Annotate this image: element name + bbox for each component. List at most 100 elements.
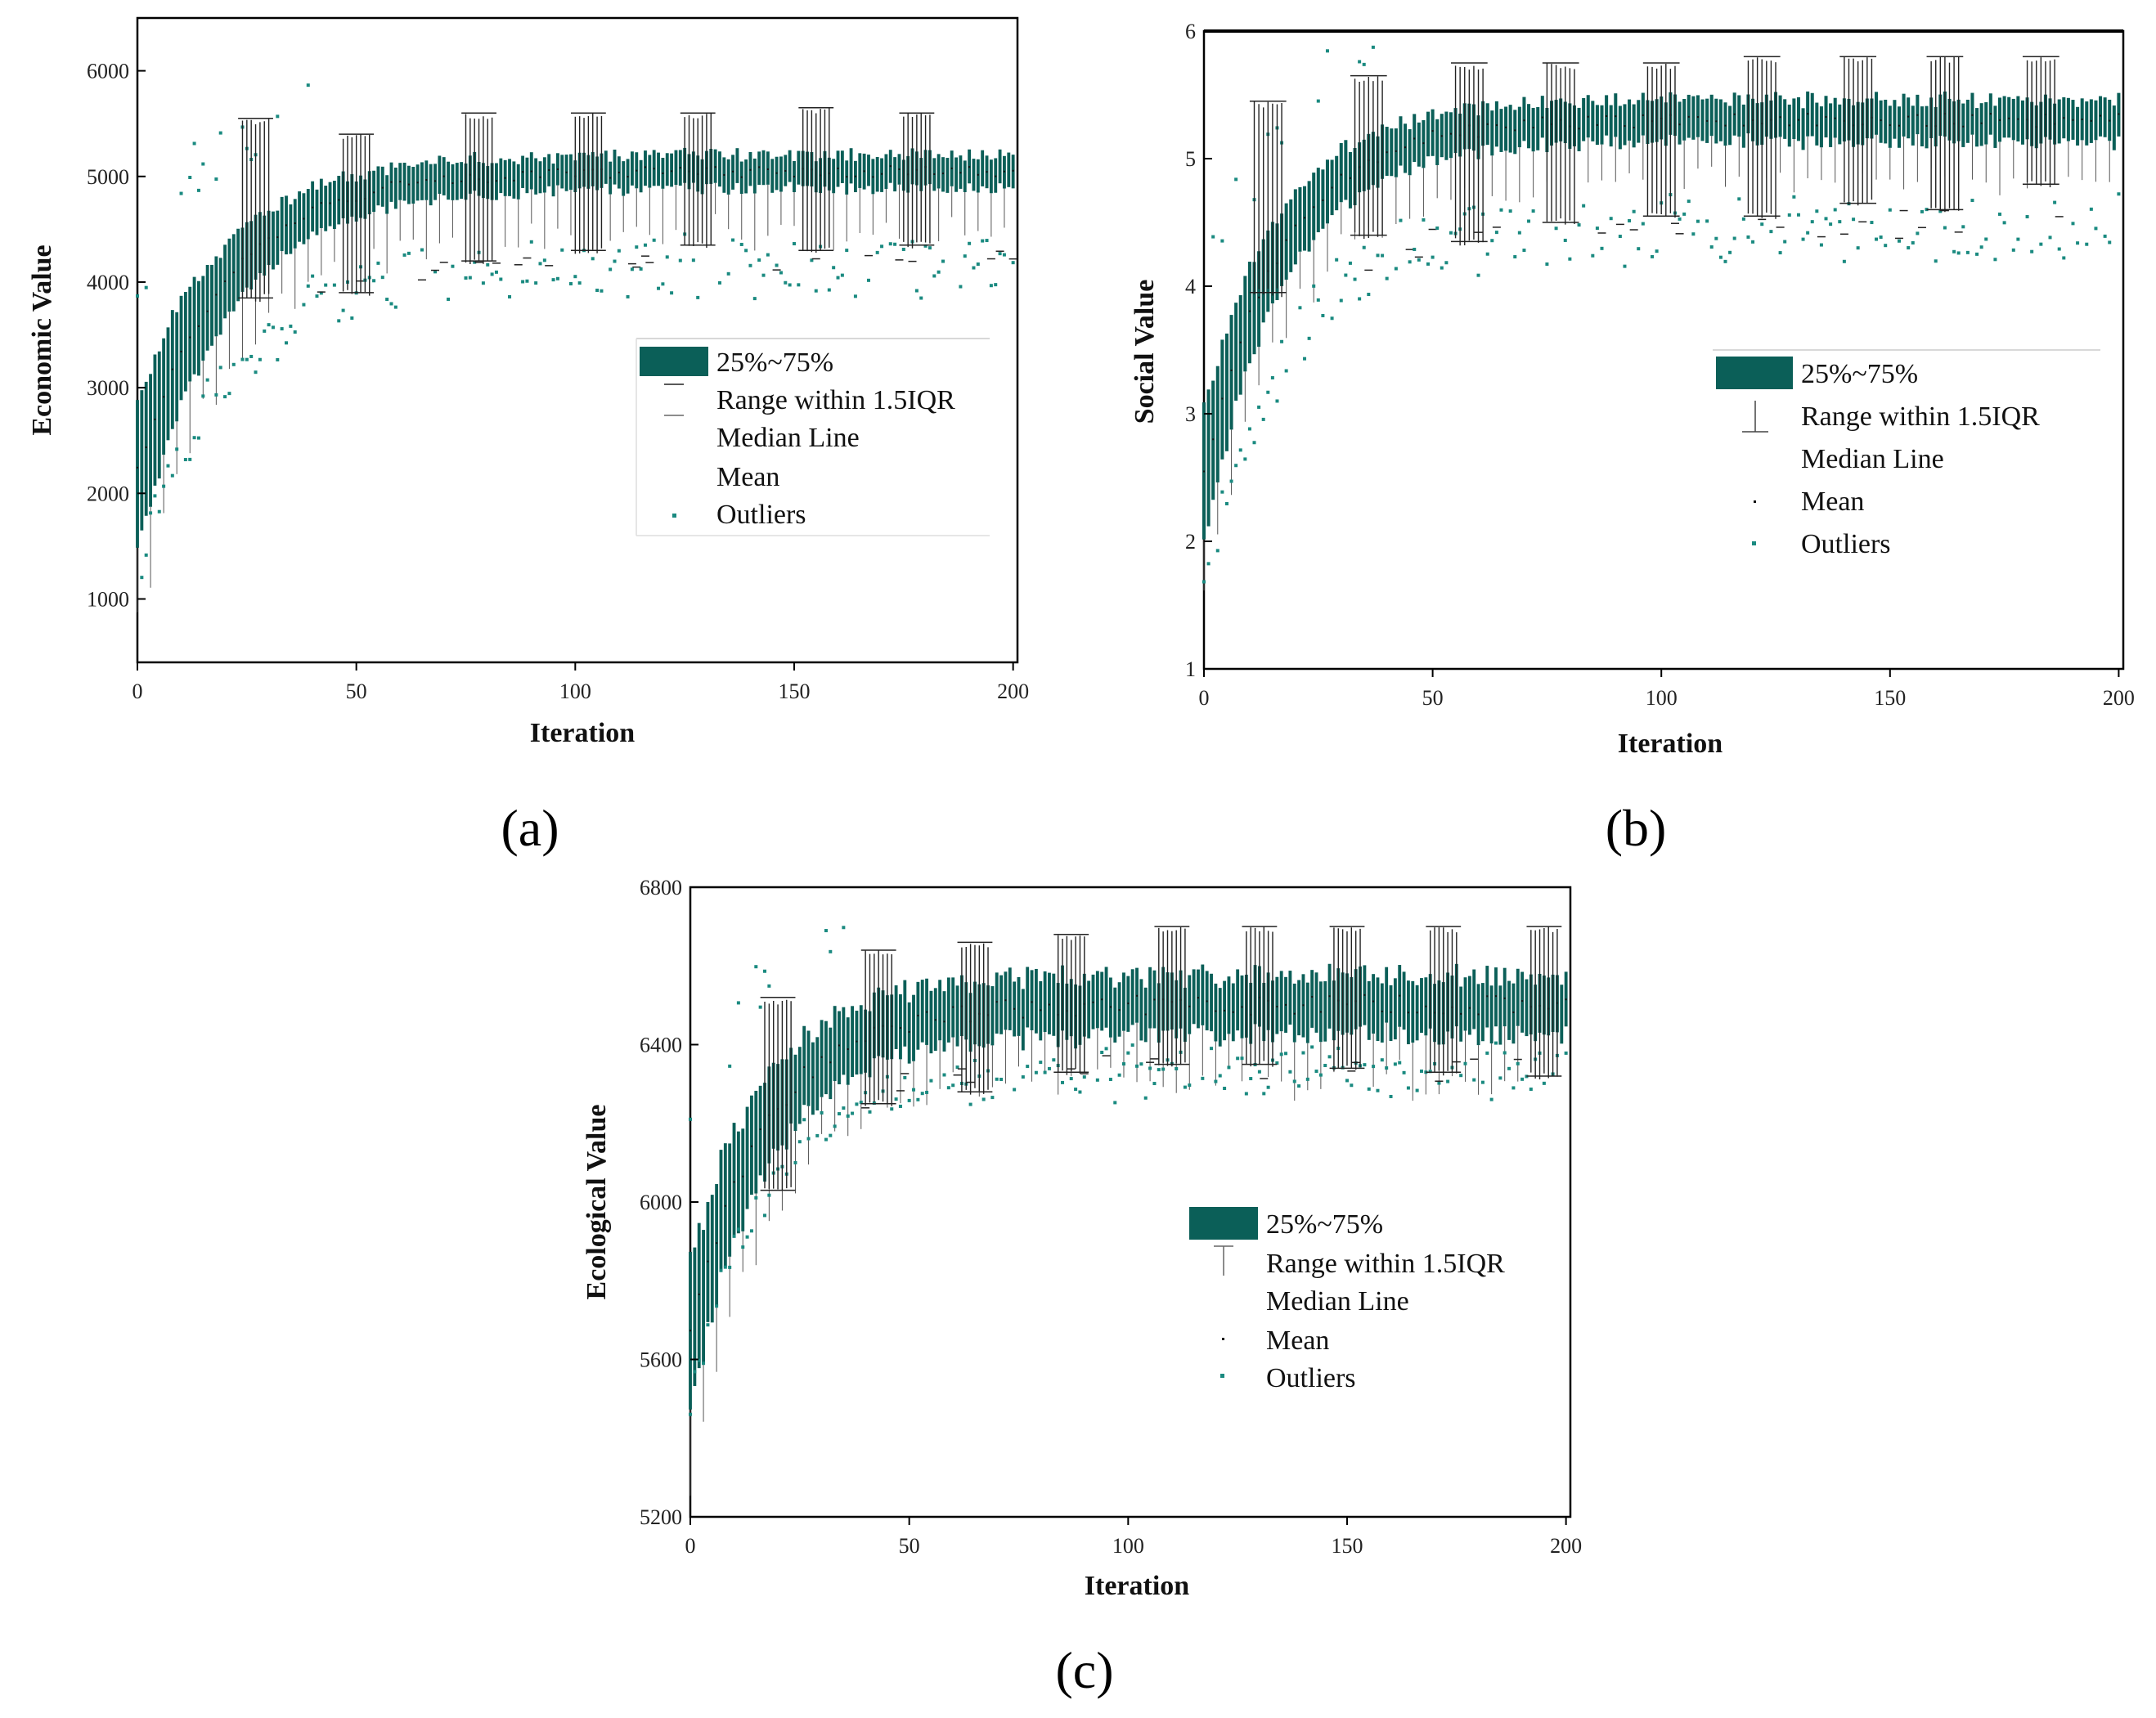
box-iqr [858, 153, 862, 188]
box-iqr [1227, 976, 1231, 1034]
box-iqr [1017, 976, 1021, 1036]
outlier-point [1628, 218, 1632, 222]
box-iqr [1321, 169, 1325, 229]
mean-marker [2081, 118, 2083, 120]
box-iqr [893, 157, 897, 192]
outlier-point [1956, 251, 1961, 255]
box-iqr [761, 150, 766, 186]
outlier-point [833, 1124, 837, 1128]
box-iqr [306, 189, 310, 240]
box-iqr [1700, 99, 1705, 141]
box-iqr [806, 1030, 811, 1106]
outlier-point [451, 264, 455, 268]
box-iqr [1411, 980, 1415, 1043]
mean-marker [1215, 1010, 1217, 1012]
outlier-point [1183, 1085, 1187, 1089]
box-iqr [1335, 155, 1339, 211]
box-iqr [1498, 985, 1502, 1045]
box-iqr [2103, 97, 2107, 137]
outlier-point [998, 252, 1002, 256]
box-iqr [1527, 104, 1531, 149]
outlier-point [832, 266, 836, 270]
box-iqr [508, 159, 511, 196]
panel-label-a: (a) [501, 799, 559, 857]
box-iqr [1420, 978, 1423, 1034]
outlier-point [875, 250, 879, 254]
mean-marker [1999, 119, 2001, 121]
outlier-point [744, 249, 748, 253]
box-iqr [1385, 967, 1389, 1023]
outlier-point [994, 283, 998, 287]
box-iqr [719, 1150, 723, 1272]
mean-marker [1898, 124, 1900, 127]
mean-marker [714, 166, 716, 168]
outlier-point [389, 302, 393, 306]
mean-marker [1724, 124, 1727, 127]
outlier-point [1210, 1047, 1214, 1051]
box-iqr [1252, 262, 1256, 355]
box-iqr [1197, 969, 1200, 1029]
mean-marker [1615, 115, 1617, 118]
box-iqr [1236, 969, 1240, 1031]
mean-marker [609, 177, 612, 179]
legend-outlier-swatch-a [672, 514, 676, 518]
outlier-point [2057, 247, 2061, 251]
outlier-point [1238, 448, 1242, 452]
box-iqr [670, 153, 674, 187]
box-iqr [2020, 100, 2024, 145]
outlier-point [1691, 232, 1696, 236]
outlier-point [1705, 219, 1709, 223]
x-ticks-c: 0 50 100 150 200 [685, 1517, 1582, 1558]
mean-marker [636, 169, 638, 172]
outlier-point [779, 271, 783, 275]
outlier-point [840, 273, 844, 277]
outlier-point [1623, 264, 1627, 268]
outlier-point [613, 259, 617, 263]
box-iqr [144, 381, 148, 516]
outlier-point [754, 1195, 758, 1200]
outlier-point [1480, 1080, 1484, 1084]
box-iqr [1970, 92, 1974, 135]
outlier-point [464, 276, 468, 280]
outlier-point [827, 288, 831, 292]
outlier-point [1284, 369, 1288, 373]
mean-marker [1825, 115, 1827, 118]
mean-marker [1807, 113, 1809, 115]
mean-marker [1460, 1012, 1462, 1015]
outlier-point [689, 1117, 692, 1121]
outlier-point [1039, 1061, 1043, 1065]
outlier-point [1732, 236, 1736, 240]
outlier-point [1220, 490, 1224, 494]
outlier-point [1126, 1051, 1130, 1055]
box-iqr [779, 156, 783, 192]
mean-marker [941, 173, 944, 175]
box-iqr [1879, 100, 1883, 143]
box-iqr [2057, 99, 2061, 144]
outlier-point [1751, 240, 1755, 244]
outlier-point [306, 83, 310, 87]
box-iqr [613, 149, 617, 185]
mean-marker [1048, 1003, 1050, 1006]
mean-marker [1386, 151, 1388, 154]
box-iqr [1525, 979, 1529, 1037]
outlier-point [1318, 1073, 1323, 1077]
outlier-point [893, 242, 897, 246]
outlier-point [1723, 259, 1727, 263]
box-iqr [1472, 969, 1476, 1029]
outlier-point [1095, 1078, 1099, 1082]
box-iqr [907, 1002, 911, 1064]
box-iqr [1206, 389, 1211, 527]
box-iqr [1508, 105, 1512, 153]
outlier-point [1728, 250, 1732, 254]
box-iqr [214, 256, 218, 337]
outlier-point [1303, 357, 1307, 361]
outlier-point [218, 131, 222, 135]
box-iqr [136, 400, 139, 548]
mean-marker [1416, 1012, 1418, 1014]
box-iqr [644, 150, 647, 186]
mean-marker [1285, 239, 1287, 241]
outlier-point [880, 244, 884, 249]
outlier-point [525, 279, 529, 283]
mean-marker [1816, 124, 1818, 127]
